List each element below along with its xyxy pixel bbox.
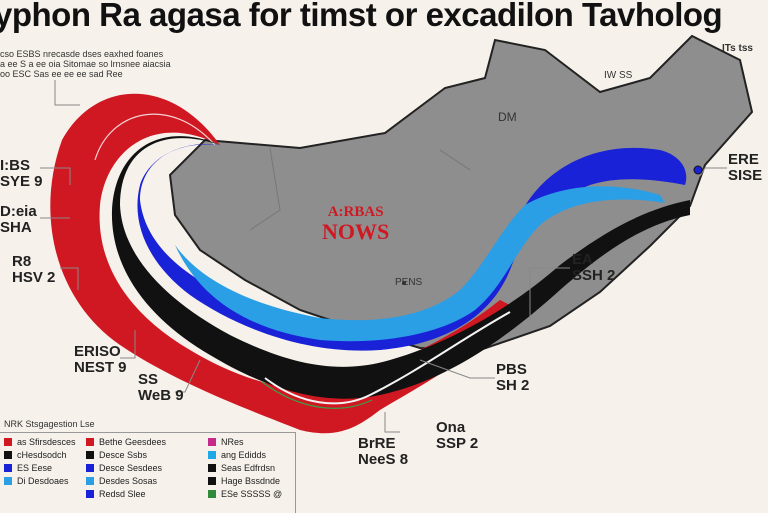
legend-swatch [86, 490, 94, 498]
legend-item: Redsd Slee [86, 489, 146, 499]
legend-swatch [208, 464, 216, 472]
legend-swatch [4, 438, 12, 446]
leader-line [419, 359, 495, 379]
legend-item: ang Edidds [208, 450, 266, 460]
legend-swatch [86, 464, 94, 472]
track-band-red [50, 93, 521, 434]
leader-line [40, 167, 71, 185]
legend-item: ESe SSSSS @ [208, 489, 282, 499]
legend-item: Desce Ssbs [86, 450, 147, 460]
legend-swatch [4, 451, 12, 459]
region-label: ITs tss [722, 43, 753, 54]
callout-bottom-2: BrRE NeeS 8 [358, 435, 409, 468]
callout-right-3: PBS SH 2 [496, 361, 530, 394]
track-band-red-inner [94, 113, 216, 161]
leader-line [384, 412, 400, 433]
province-border [439, 149, 471, 171]
province-border [249, 147, 281, 231]
legend-swatch [86, 438, 94, 446]
legend-swatch [208, 451, 216, 459]
callout-right-1: ERE SISE [728, 151, 763, 184]
storm-label: A:RBAS NOWS [322, 204, 389, 244]
callout-left-3: R8 HSV 2 [12, 253, 56, 286]
callout-left-1: I:BS SYE 9 [0, 157, 43, 190]
legend-item: Di Desdoaes [4, 476, 69, 486]
legend-title: NRK Stsgagestion Lse [4, 419, 95, 429]
legend-item: ES Eese [4, 463, 52, 473]
legend-swatch [4, 477, 12, 485]
storm-track-line [264, 311, 511, 405]
track-band-black [111, 136, 690, 399]
leader-line [120, 330, 136, 359]
legend-swatch [86, 451, 94, 459]
callout-left-4: ERISO NEST 9 [74, 343, 127, 376]
leader-line [60, 267, 79, 290]
legend-item: NRes [208, 437, 244, 447]
page-title: yphon Ra agasa for timst or excadilon Ta… [0, 0, 723, 33]
storm-label-line1: A:RBAS [327, 204, 384, 220]
legend-item: as Sfirsdesces [4, 437, 76, 447]
storm-label-line2: NOWS [322, 219, 390, 244]
callout-left-2: D:eia SHA [0, 203, 37, 236]
callout-bottom-1: Ona SSP 2 [436, 419, 479, 452]
legend-item: Desce Sesdees [86, 463, 162, 473]
legend-item: cHesdsodch [4, 450, 67, 460]
leader-line [54, 80, 80, 106]
leader-line [699, 167, 727, 177]
region-label: PENS [395, 277, 423, 288]
callout-left-5: SS WeB 9 [138, 371, 184, 404]
legend-swatch [4, 464, 12, 472]
legend-item: Seas Edfrdsn [208, 463, 275, 473]
storm-track-accent [261, 381, 373, 409]
city-dot [402, 281, 406, 285]
legend-swatch [208, 490, 216, 498]
legend-swatch [208, 477, 216, 485]
subtitle-line-2: a ee S a ee oia Sitomae so lrnsnee aiacs… [0, 59, 171, 69]
leader-line [529, 267, 570, 320]
legend-swatch [86, 477, 94, 485]
region-label: DM [498, 110, 517, 124]
region-label: IW SS [604, 70, 633, 81]
legend-item: Desdes Sosas [86, 476, 157, 486]
legend-item: Hage Bssdnde [208, 476, 280, 486]
subtitle-line-3: oo ESC Sas ee ee ee sad Ree [0, 69, 123, 79]
legend-item: Bethe Geesdees [86, 437, 166, 447]
leader-line [175, 359, 201, 393]
callout-right-2: EA SSH 2 [572, 251, 616, 284]
city-dot [693, 165, 703, 175]
subtitle-line-1: cso ESBS nrecasde dses eaxhed foanes [0, 49, 164, 59]
legend: NRK Stsgagestion Lse as Sfirsdesces cHes… [0, 419, 296, 513]
legend-swatch [208, 438, 216, 446]
landmass [168, 34, 754, 352]
